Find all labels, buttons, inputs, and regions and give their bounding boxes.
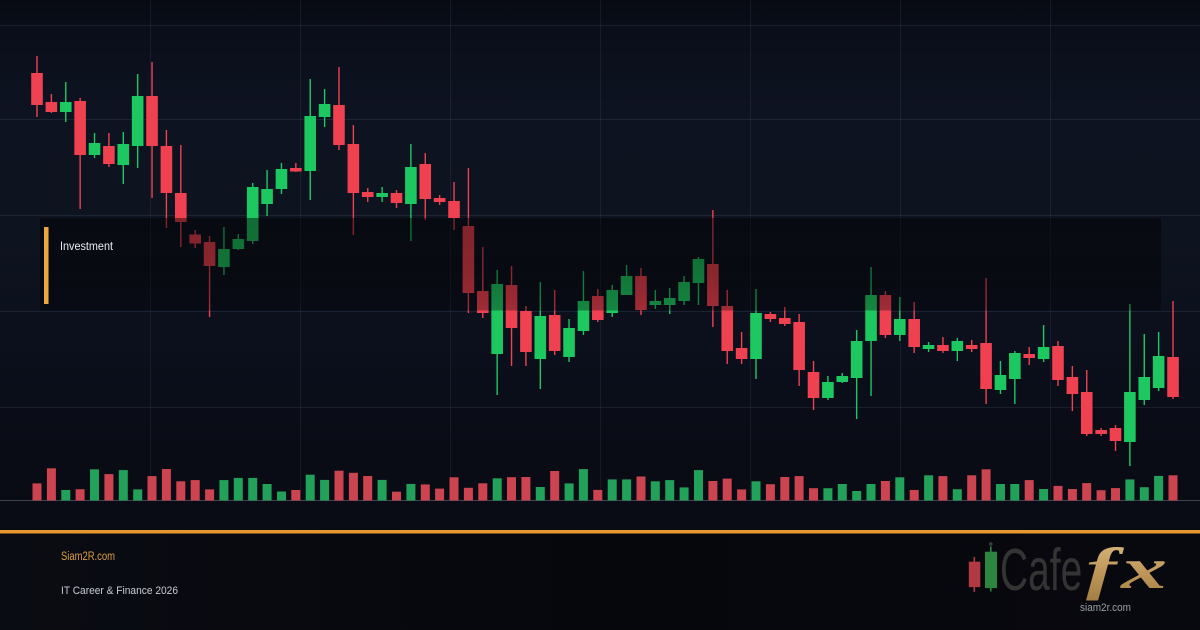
svg-text:Siam2R.com: Siam2R.com [61,551,115,563]
svg-text:siam2r.com: siam2r.com [1080,602,1131,614]
svg-text:fx: fx [1086,537,1172,601]
svg-text:Investment: Investment [60,239,114,253]
svg-text:Cafe: Cafe [1000,537,1082,603]
svg-text:IT Career & Finance 2026: IT Career & Finance 2026 [61,585,178,597]
